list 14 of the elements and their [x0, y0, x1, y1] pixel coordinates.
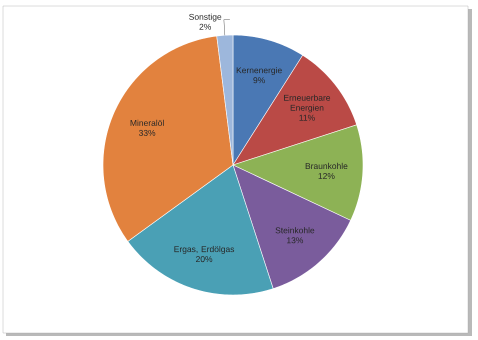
- slice-label: Ergas, Erdölgas: [174, 246, 234, 254]
- data-label: 12%: [318, 173, 335, 179]
- data-label: 2%: [200, 24, 212, 30]
- slice-label: Kernenergie: [236, 67, 282, 75]
- data-label: 20%: [196, 256, 212, 262]
- slice-label: Mineralöl: [130, 120, 164, 126]
- data-label: 33%: [138, 130, 156, 136]
- slice-label: Braunkohle: [306, 162, 348, 170]
- slice-label: Sonstige: [189, 14, 222, 22]
- data-label: 11%: [299, 114, 315, 121]
- data-label: 13%: [287, 237, 304, 244]
- data-label: 9%: [253, 77, 265, 84]
- slice-label: Erneuerbare Energien: [284, 94, 330, 112]
- slice-label: Steinkohle: [276, 227, 314, 234]
